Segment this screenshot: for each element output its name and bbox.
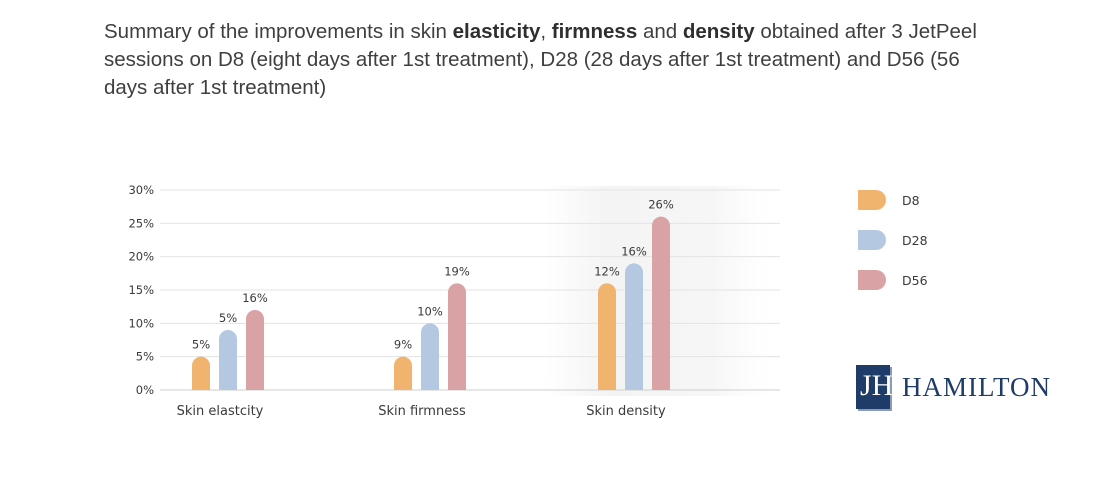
category-labels: Skin elastcity Skin firmness Skin density (177, 404, 666, 419)
bar-d28 (625, 263, 643, 390)
legend-swatch-d8 (858, 190, 886, 210)
y-tick-label: 0% (136, 383, 154, 397)
legend-swatch-d28 (858, 230, 886, 250)
heading-text-3: and (637, 20, 683, 43)
logo-text: HAMILTON (902, 371, 1052, 402)
y-axis-ticks: 0% 5% 10% 15% 20% 25% 30% (128, 183, 154, 397)
legend-swatch-d56 (858, 270, 886, 290)
y-tick-label: 30% (128, 183, 154, 197)
value-label: 5% (192, 338, 210, 352)
y-tick-label: 15% (128, 283, 154, 297)
legend-label: D8 (902, 193, 920, 208)
logo-mark-icon: JH (856, 365, 894, 409)
bar-d56 (448, 283, 466, 390)
value-label: 5% (219, 311, 237, 325)
heading-bold-density: density (682, 20, 755, 43)
bar-d8 (598, 283, 616, 390)
bar-d8 (192, 356, 210, 390)
heading-text-1: Summary of the improvements in skin (104, 20, 453, 43)
y-tick-label: 20% (128, 250, 154, 264)
legend: D8 D28 D56 (858, 190, 928, 290)
bars (192, 216, 670, 390)
category-label: Skin firmness (378, 404, 466, 419)
heading-bold-firmness: firmness (551, 20, 638, 43)
heading-text-2: , (540, 20, 552, 43)
bar-d8 (394, 356, 412, 390)
y-tick-label: 25% (128, 216, 154, 230)
value-labels: 5%5%16%9%10%19% 12%16%26% (192, 198, 674, 352)
gridlines (160, 189, 780, 391)
value-label: 16% (621, 244, 647, 258)
legend-label: D56 (902, 273, 928, 288)
value-label: 12% (594, 264, 620, 278)
value-label: 19% (444, 264, 470, 278)
category-label: Skin density (586, 404, 666, 419)
bar-d56 (246, 310, 264, 390)
y-tick-label: 5% (136, 350, 154, 364)
legend-label: D28 (902, 233, 928, 248)
heading-text-4: obtained after 3 JetPeel sessions on D8 … (104, 20, 977, 99)
logo-mark-text: JH (860, 369, 894, 402)
value-label: 16% (242, 291, 268, 305)
category-label: Skin elastcity (177, 404, 264, 419)
value-label: 9% (394, 338, 412, 352)
bar-d28 (421, 323, 439, 390)
value-label: 10% (417, 304, 443, 318)
heading-bold-elasticity: elasticity (452, 20, 541, 43)
y-tick-label: 10% (128, 316, 154, 330)
chart-heading: Summary of the improvements in skin elas… (104, 18, 1004, 102)
value-label: 26% (648, 198, 674, 212)
hamilton-logo: JH HAMILTON (856, 365, 1051, 409)
bar-d28 (219, 330, 237, 390)
bar-d56 (652, 216, 670, 390)
